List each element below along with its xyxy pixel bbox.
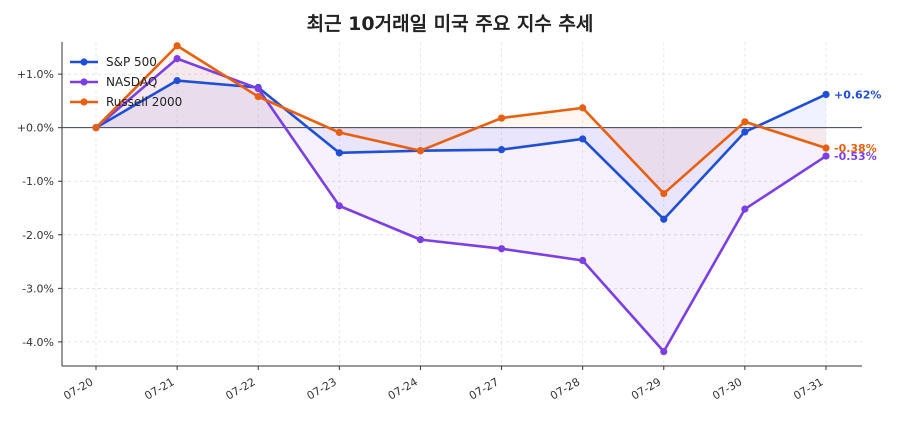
end-value-label-0: +0.62% xyxy=(834,88,881,101)
x-tick-label: 07-24 xyxy=(386,375,420,402)
data-point-2-0 xyxy=(92,124,100,132)
data-point-1-3 xyxy=(335,202,343,210)
series-points xyxy=(92,42,830,356)
data-point-1-5 xyxy=(497,245,506,253)
legend-label-0: S&P 500 xyxy=(106,55,157,69)
end-labels: +0.62% -0.53%-0.38% xyxy=(834,88,881,163)
y-tick-label: -4.0% xyxy=(22,336,54,349)
data-point-0-8 xyxy=(741,128,749,136)
series-fills xyxy=(96,45,826,352)
series-line-1 xyxy=(94,57,828,353)
data-point-2-9 xyxy=(822,144,830,152)
legend-label-1: NASDAQ xyxy=(106,75,157,89)
x-tick-label: 07-20 xyxy=(61,375,95,402)
x-tick-label: 07-21 xyxy=(142,375,176,402)
chart-title: 최근 10거래일 미국 주요 지수 추세 xyxy=(307,13,594,35)
data-point-2-5 xyxy=(497,114,506,122)
data-point-2-7 xyxy=(660,189,668,198)
data-point-0-9 xyxy=(822,90,830,99)
data-point-0-3 xyxy=(335,149,343,157)
y-tick-label: +0.0% xyxy=(17,122,54,135)
y-tick-label: +1.0% xyxy=(17,68,54,81)
data-point-0-7 xyxy=(660,215,668,223)
x-tick-label: 07-30 xyxy=(710,375,744,402)
end-value-label-2: -0.38% xyxy=(834,142,877,155)
series-fill-2 xyxy=(96,45,826,194)
data-point-1-7 xyxy=(660,347,668,356)
x-tick-label: 07-27 xyxy=(467,375,501,402)
series-lines xyxy=(94,44,828,353)
legend-swatch-marker-2 xyxy=(80,98,88,106)
data-point-2-8 xyxy=(741,118,749,126)
legend-swatch-marker-1 xyxy=(80,78,88,86)
data-point-2-1 xyxy=(173,42,181,50)
data-point-2-2 xyxy=(254,93,262,101)
series-line-0 xyxy=(94,79,828,221)
data-point-1-1 xyxy=(173,55,181,63)
x-tick-label: 07-23 xyxy=(305,375,339,402)
legend-label-2: Russell 2000 xyxy=(106,95,182,109)
data-point-2-3 xyxy=(335,128,343,137)
data-point-1-6 xyxy=(579,256,587,265)
x-tick-label: 07-28 xyxy=(548,375,582,402)
data-point-0-5 xyxy=(497,146,506,154)
data-point-0-6 xyxy=(579,135,587,143)
x-tick-label: 07-29 xyxy=(629,375,663,402)
data-point-2-6 xyxy=(579,104,587,112)
data-point-1-9 xyxy=(822,152,830,160)
x-tick-label: 07-31 xyxy=(791,375,825,402)
legend: S&P 500 NASDAQ Russell 2000 xyxy=(70,55,182,109)
data-point-1-2 xyxy=(254,84,262,93)
data-point-2-4 xyxy=(416,147,425,155)
y-tick-label: -1.0% xyxy=(22,175,54,188)
legend-swatch-marker-0 xyxy=(80,58,88,66)
end-value-label-1: -0.53% xyxy=(834,150,877,163)
x-tick-label: 07-22 xyxy=(224,375,258,402)
data-point-0-1 xyxy=(173,76,181,85)
series-line-2 xyxy=(94,44,828,195)
y-tick-label: -2.0% xyxy=(22,229,54,242)
series-fill-1 xyxy=(96,58,826,352)
y-tick-label: -3.0% xyxy=(22,282,54,295)
data-point-1-8 xyxy=(741,205,749,213)
data-point-1-4 xyxy=(416,236,425,244)
